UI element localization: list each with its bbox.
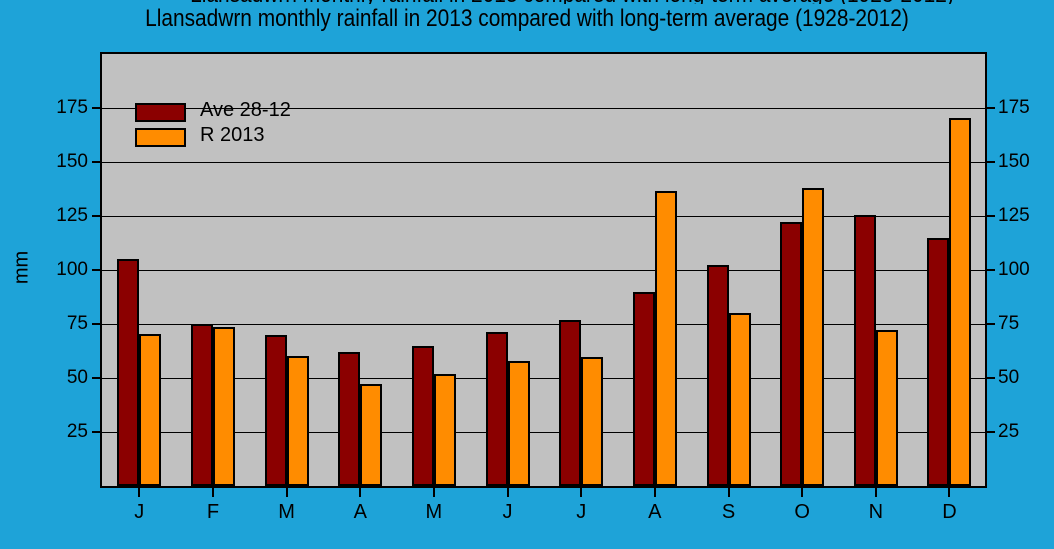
x-tick-2 <box>285 488 288 497</box>
bar-ave-28-12-4 <box>411 346 434 486</box>
bar-ave-28-12-11 <box>927 238 950 486</box>
x-tick-label-5: J <box>502 501 513 523</box>
bar-r-2013-4 <box>433 374 456 486</box>
bar-ave-28-12-0 <box>117 259 140 486</box>
x-tick-label-0: J <box>134 501 145 523</box>
bar-ave-28-12-3 <box>338 352 361 486</box>
y-tick-label-right-175: 175 <box>998 97 1030 118</box>
gridline-175 <box>102 107 985 109</box>
bar-ave-28-12-1 <box>190 324 213 486</box>
legend-label-r-2013: R 2013 <box>200 124 265 146</box>
y-tick-right-25 <box>986 431 995 433</box>
y-tick-left-75 <box>92 323 101 325</box>
bar-ave-28-12-9 <box>780 222 803 486</box>
y-tick-label-left-75: 75 <box>66 313 88 334</box>
x-tick-label-10: N <box>868 501 884 523</box>
bar-r-2013-8 <box>728 313 751 486</box>
bar-ave-28-12-5 <box>485 332 508 486</box>
y-tick-left-150 <box>92 161 101 163</box>
bar-r-2013-3 <box>360 384 383 486</box>
bar-ave-28-12-2 <box>264 335 287 486</box>
bar-r-2013-2 <box>286 356 309 486</box>
y-tick-label-right-25: 25 <box>998 421 1020 442</box>
y-tick-left-25 <box>92 431 101 433</box>
x-tick-label-2: M <box>278 501 295 523</box>
x-tick-label-3: A <box>353 501 367 523</box>
legend-swatch-ave-28-12 <box>135 103 186 122</box>
legend-swatch-r-2013 <box>135 128 186 147</box>
gridline-150 <box>102 161 985 163</box>
y-tick-left-125 <box>92 215 101 217</box>
gridline-125 <box>102 215 985 217</box>
y-tick-label-right-75: 75 <box>998 313 1020 334</box>
chart-title: Llansadwrn monthly rainfall in 2013 comp… <box>145 5 909 32</box>
x-tick-0 <box>138 488 141 497</box>
bar-ave-28-12-6 <box>559 320 582 486</box>
y-tick-right-75 <box>986 323 995 325</box>
x-tick-label-8: S <box>721 501 736 523</box>
gridline-75 <box>102 323 985 325</box>
x-tick-8 <box>727 488 730 497</box>
bar-r-2013-10 <box>875 330 898 486</box>
y-tick-right-150 <box>986 161 995 163</box>
y-tick-label-left-25: 25 <box>66 421 88 442</box>
gridline-100 <box>102 269 985 271</box>
bar-ave-28-12-7 <box>632 292 655 486</box>
y-tick-left-50 <box>92 377 101 379</box>
y-tick-left-175 <box>92 107 101 109</box>
x-tick-1 <box>211 488 214 497</box>
x-tick-9 <box>801 488 804 497</box>
y-tick-label-left-175: 175 <box>56 97 88 118</box>
bar-r-2013-1 <box>212 327 235 486</box>
y-tick-right-50 <box>986 377 995 379</box>
x-tick-label-4: M <box>425 501 443 523</box>
plot-area: Ave 28-12 R 2013 <box>100 52 987 488</box>
bar-r-2013-5 <box>507 361 530 486</box>
y-tick-label-right-150: 150 <box>998 151 1030 172</box>
bar-ave-28-12-10 <box>853 215 876 486</box>
x-tick-6 <box>580 488 583 497</box>
clipped-top-text: Llansadwrn monthly rainfall in 2013 comp… <box>45 0 1054 4</box>
x-tick-10 <box>874 488 877 497</box>
y-tick-label-right-50: 50 <box>998 367 1020 388</box>
y-tick-label-left-125: 125 <box>56 205 88 226</box>
y-tick-label-left-100: 100 <box>56 259 88 280</box>
x-tick-5 <box>506 488 509 497</box>
y-tick-label-left-50: 50 <box>66 367 88 388</box>
gridline-50 <box>102 377 985 379</box>
y-tick-label-left-150: 150 <box>56 151 88 172</box>
x-tick-label-1: F <box>206 501 220 523</box>
x-tick-label-11: D <box>942 501 957 523</box>
bar-r-2013-11 <box>949 118 972 486</box>
x-tick-label-6: J <box>576 501 587 523</box>
x-tick-4 <box>432 488 435 497</box>
bar-r-2013-6 <box>581 357 604 486</box>
x-tick-3 <box>359 488 362 497</box>
y-tick-left-100 <box>92 269 101 271</box>
y-tick-right-125 <box>986 215 995 217</box>
y-tick-label-right-125: 125 <box>998 205 1030 226</box>
bar-ave-28-12-8 <box>706 265 729 486</box>
x-tick-11 <box>948 488 951 497</box>
y-tick-label-right-100: 100 <box>998 259 1030 280</box>
x-tick-label-7: A <box>648 501 662 523</box>
bar-r-2013-7 <box>654 191 677 486</box>
y-tick-right-175 <box>986 107 995 109</box>
x-tick-7 <box>653 488 656 497</box>
gridline-25 <box>102 431 985 433</box>
bar-r-2013-9 <box>802 188 825 486</box>
plot-inner: Ave 28-12 R 2013 <box>102 54 985 486</box>
x-tick-label-9: O <box>794 501 810 523</box>
y-tick-right-100 <box>986 269 995 271</box>
legend-label-ave-28-12: Ave 28-12 <box>200 99 291 121</box>
bar-r-2013-0 <box>139 334 162 486</box>
